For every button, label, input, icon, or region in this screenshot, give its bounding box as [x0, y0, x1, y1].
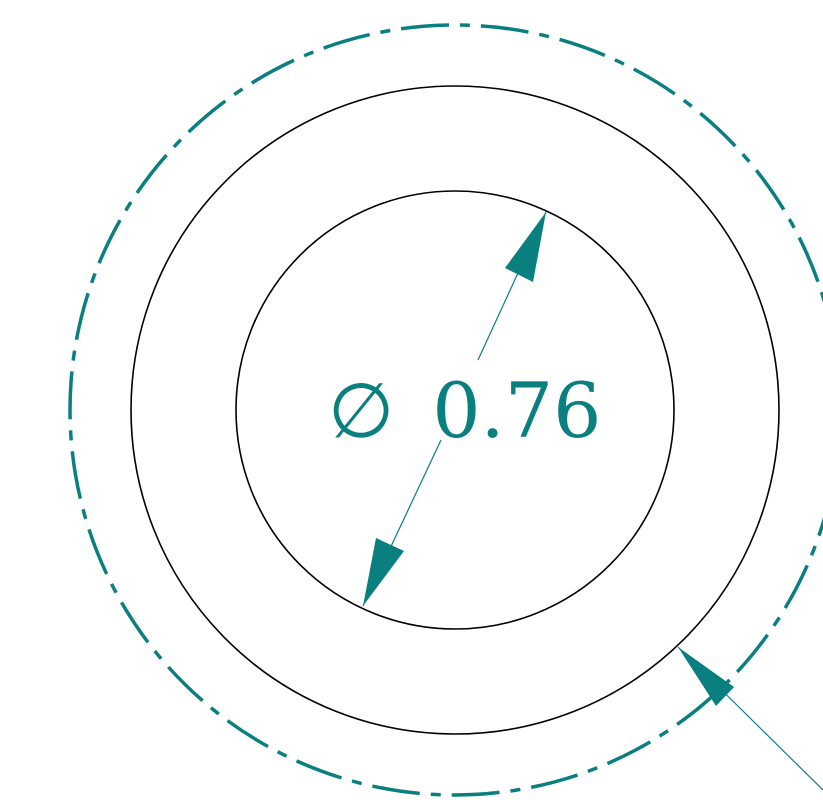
outer-dashdot-circle [68, 23, 823, 797]
diameter-symbol: ∅ [328, 366, 394, 455]
leader-arrowhead [678, 647, 734, 706]
diameter-value: 0.76 [432, 366, 601, 455]
middle-circle [130, 85, 780, 735]
inner-circle [235, 190, 675, 630]
dimension-arrowhead-upper [505, 212, 546, 282]
dimension-arrowhead-lower [363, 538, 404, 606]
dimension-label: ∅ 0.76 [328, 366, 601, 455]
